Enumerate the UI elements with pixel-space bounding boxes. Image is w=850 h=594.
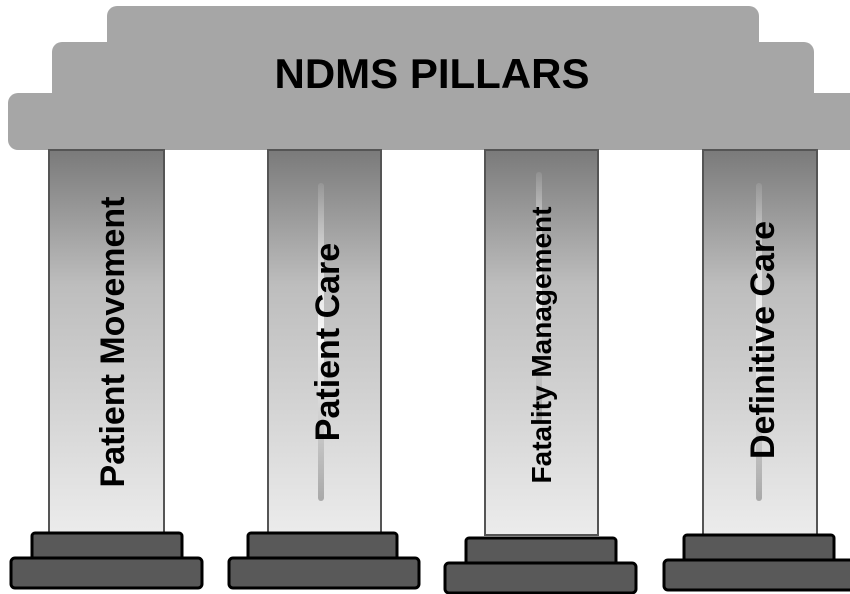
pillar-base-lower [662, 558, 850, 592]
pillar-base-upper [246, 531, 399, 562]
pillar-patient-movement: Patient Movement [9, 149, 204, 590]
roof-bottom-tier [8, 93, 850, 150]
pillar-shine [536, 172, 542, 422]
pillar-shine [318, 183, 324, 501]
pillar-base-lower [9, 556, 204, 590]
pillar-fatality-management: Fatality Management [443, 149, 638, 594]
pillar-base-lower [227, 556, 421, 590]
roof: NDMS PILLARS [8, 6, 850, 150]
pillar-shine [756, 183, 762, 501]
pillar-base-lower [443, 561, 638, 594]
pillar-column [267, 149, 382, 536]
pillar-base-upper [464, 536, 618, 567]
pillar-patient-care: Patient Care [227, 149, 421, 590]
pillar-column [48, 149, 165, 536]
pillar-label: Fatality Management [526, 207, 557, 484]
pillar-label: Patient Movement [94, 197, 132, 488]
pillar-base-upper [682, 533, 836, 564]
roof-title: NDMS PILLARS [275, 50, 590, 97]
pillar-label: Patient Care [309, 243, 347, 441]
pillar-label: Definitive Care [744, 221, 782, 459]
pillar-base-upper [30, 531, 184, 562]
pillar-definitive-care: Definitive Care [662, 149, 850, 592]
